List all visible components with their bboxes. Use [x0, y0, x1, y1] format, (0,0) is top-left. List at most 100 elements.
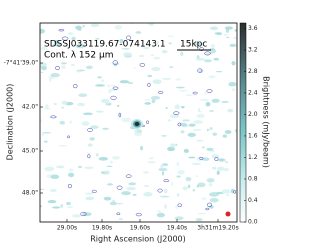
- noise-blob: [142, 47, 150, 50]
- noise-blob: [133, 67, 136, 69]
- noise-blob: [109, 201, 117, 206]
- contour: [67, 184, 72, 189]
- noise-blob: [223, 33, 228, 36]
- noise-blob: [89, 137, 95, 141]
- contour: [61, 36, 69, 41]
- noise-blob: [197, 182, 206, 188]
- noise-blob: [58, 144, 67, 147]
- noise-blob: [208, 183, 213, 187]
- noise-blob: [210, 26, 219, 31]
- contour: [73, 84, 78, 89]
- noise-blob: [204, 59, 212, 63]
- noise-blob: [183, 148, 189, 153]
- noise-blob: [118, 218, 123, 220]
- colorbar-tick-label: 0.8: [248, 175, 258, 182]
- noise-blob: [234, 29, 237, 32]
- noise-blob: [221, 189, 231, 194]
- noise-blob: [84, 166, 94, 170]
- contour: [110, 95, 117, 100]
- noise-blob: [198, 108, 201, 113]
- noise-blob: [215, 70, 223, 73]
- noise-blob: [233, 36, 237, 40]
- noise-blob: [217, 166, 225, 171]
- noise-blob: [128, 182, 137, 186]
- noise-blob: [72, 214, 82, 218]
- noise-blob: [106, 165, 113, 167]
- noise-blob: [174, 104, 181, 110]
- noise-blob: [75, 43, 85, 49]
- contour: [233, 190, 237, 194]
- noise-blob: [40, 28, 46, 34]
- noise-blob: [40, 46, 47, 51]
- noise-blob: [213, 57, 220, 61]
- title: SDSSJ033119.67-074143.1: [44, 40, 166, 50]
- contour: [135, 212, 142, 217]
- contour: [199, 156, 204, 160]
- contour: [206, 89, 213, 93]
- noise-blob: [123, 52, 133, 57]
- noise-blob: [50, 72, 60, 78]
- noise-blob: [96, 153, 99, 157]
- colorbar-tick-label: 3.6: [248, 25, 258, 32]
- noise-blob: [185, 94, 194, 96]
- noise-blob: [135, 31, 142, 34]
- noise-blob: [119, 38, 124, 44]
- colorbar-tick-label: 3.2: [248, 46, 258, 53]
- noise-blob: [40, 188, 45, 190]
- noise-blob: [228, 81, 237, 87]
- noise-blob: [121, 48, 131, 50]
- noise-blob: [211, 98, 220, 103]
- noise-blob: [84, 192, 94, 195]
- contour: [87, 128, 93, 133]
- noise-blob: [82, 112, 93, 116]
- contour: [116, 185, 123, 190]
- noise-blob: [175, 78, 181, 81]
- x-axis-label: Right Ascension (J2000): [90, 235, 186, 244]
- noise-blob: [142, 171, 150, 174]
- noise-blob: [222, 134, 228, 138]
- contour: [146, 120, 149, 125]
- noise-blob: [126, 186, 137, 191]
- noise-blob: [68, 120, 73, 124]
- noise-blob: [168, 35, 174, 38]
- noise-blob: [161, 77, 172, 80]
- noise-blob: [165, 107, 168, 109]
- colorbar-tick-label: 2.4: [248, 89, 258, 96]
- contour: [80, 211, 87, 217]
- noise-blob: [85, 65, 93, 70]
- noise-blob: [87, 152, 90, 155]
- contour: [126, 35, 132, 40]
- noise-blob: [161, 171, 165, 176]
- noise-blob: [61, 65, 66, 69]
- noise-blob: [206, 128, 209, 132]
- noise-blob: [188, 123, 196, 127]
- noise-blob: [40, 205, 43, 208]
- noise-blob: [169, 66, 174, 68]
- noise-blob: [231, 61, 236, 66]
- noise-blob: [231, 88, 236, 92]
- beam: [225, 211, 231, 217]
- colorbar-tick-label: 0.0: [248, 219, 258, 226]
- noise-blob: [209, 197, 219, 203]
- source-core: [134, 122, 140, 126]
- noise-blob: [100, 98, 110, 104]
- scale-label: 15kpc: [180, 40, 207, 50]
- noise-blob: [164, 204, 167, 209]
- noise-blob: [77, 165, 83, 168]
- noise-blob: [195, 175, 199, 177]
- contour: [125, 174, 132, 178]
- noise-blob: [45, 49, 49, 51]
- colorbar-label: Brightness (mJy/beam): [262, 76, 271, 168]
- noise-blob: [193, 42, 204, 46]
- noise-blob: [41, 132, 52, 134]
- contour: [197, 68, 203, 73]
- noise-blob: [177, 170, 185, 175]
- noise-blob: [226, 194, 230, 197]
- noise-blob: [106, 183, 114, 186]
- noise-blob: [61, 62, 67, 65]
- noise-blob: [215, 191, 224, 195]
- noise-blob: [182, 119, 190, 122]
- noise-blob: [197, 212, 207, 215]
- colorbar-tick-label: 1.2: [248, 154, 258, 161]
- noise-blob: [95, 37, 100, 40]
